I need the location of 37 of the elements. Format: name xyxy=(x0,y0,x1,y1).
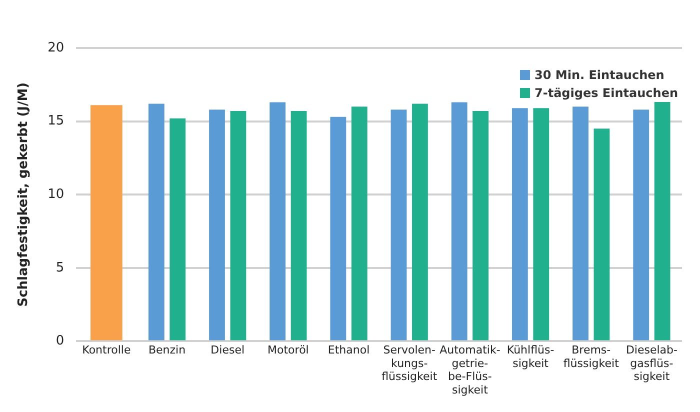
bar xyxy=(451,102,468,340)
bar xyxy=(412,104,428,340)
x-tick-label: Diesel xyxy=(210,344,245,357)
bar xyxy=(512,108,528,340)
bar xyxy=(330,116,346,340)
bar xyxy=(290,111,307,340)
x-tick-label: Automatik- getrie- be-Flüs- sigkeit xyxy=(440,344,500,396)
y-tick-label: 0 xyxy=(56,334,64,349)
bar xyxy=(230,111,246,340)
bar xyxy=(533,108,550,340)
bar xyxy=(390,110,407,340)
bar xyxy=(170,118,186,340)
legend-label: 30 Min. Eintauchen xyxy=(534,67,664,84)
bar xyxy=(633,110,650,340)
bar xyxy=(209,110,225,340)
bar xyxy=(472,111,489,340)
x-tick-label: Kühlflüs- sigkeit xyxy=(506,344,554,370)
bar xyxy=(572,106,588,340)
x-tick-label: Servolen- kungs- flüssigkeit xyxy=(382,344,438,384)
bar xyxy=(90,105,122,340)
bar xyxy=(351,106,368,340)
legend-label: 7-tägiges Eintauchen xyxy=(534,85,678,102)
y-tick-label: 10 xyxy=(48,186,64,202)
x-tick-label: Brems- flüssigkeit xyxy=(563,344,620,370)
bar xyxy=(654,100,670,340)
x-tick-label: Ethanol xyxy=(328,344,370,357)
y-tick-label: 5 xyxy=(56,260,64,276)
bar xyxy=(594,128,610,340)
y-tick-label: 15 xyxy=(48,114,64,129)
y-tick-label: 20 xyxy=(48,40,64,56)
bar xyxy=(270,102,286,340)
bar xyxy=(148,104,164,340)
y-axis-title: Schlagfestigkeit, gekerbt (J/M) xyxy=(16,82,32,307)
x-tick-label: Dieselab- gasflüs- sigkeit xyxy=(626,344,678,384)
x-tick-label: Motoröl xyxy=(268,344,309,357)
x-tick-label: Kontrolle xyxy=(82,344,131,357)
x-tick-label: Benzin xyxy=(148,344,186,357)
